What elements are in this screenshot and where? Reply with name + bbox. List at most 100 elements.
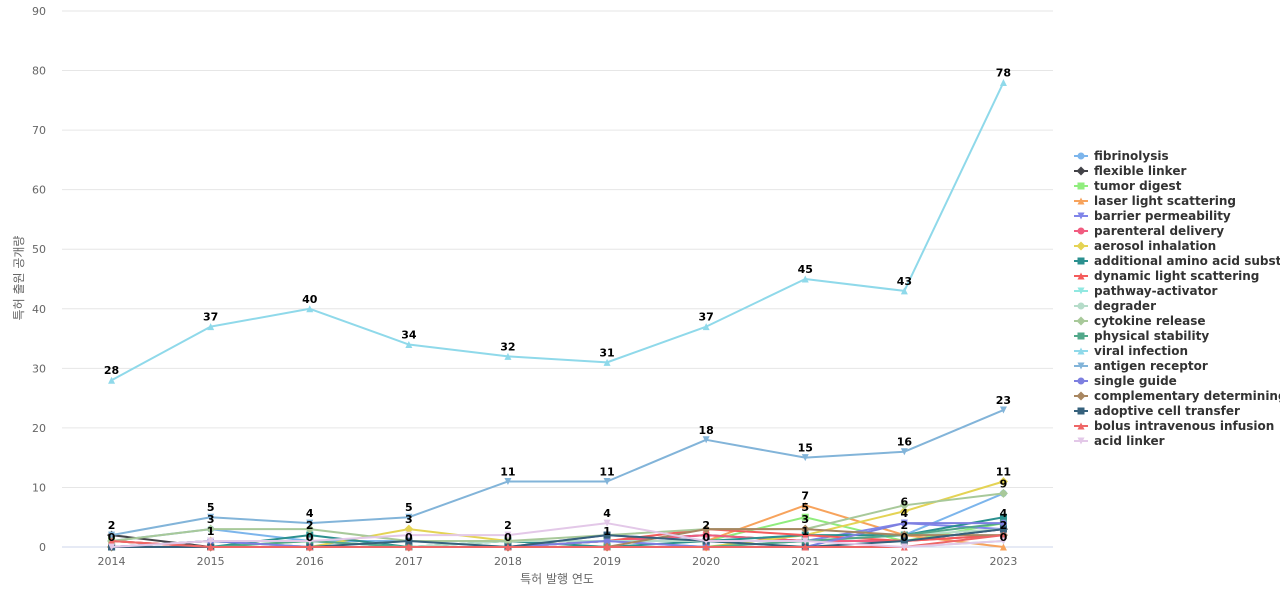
data-point[interactable] (900, 519, 908, 527)
data-point[interactable] (305, 524, 315, 534)
legend-marker (1077, 287, 1085, 295)
data-point[interactable] (702, 537, 710, 545)
data-point[interactable] (900, 287, 908, 295)
data-point[interactable] (899, 506, 909, 516)
data-point[interactable] (206, 524, 216, 534)
data-point[interactable] (998, 476, 1008, 486)
x-tick-label: 2018 (494, 555, 522, 568)
data-point[interactable] (702, 436, 710, 444)
data-point[interactable] (603, 519, 611, 527)
legend-item[interactable]: parenteral delivery (1074, 224, 1224, 238)
data-point[interactable] (108, 537, 116, 545)
data-point[interactable] (405, 537, 413, 545)
data-point[interactable] (603, 543, 611, 551)
data-point[interactable] (999, 406, 1007, 414)
data-point[interactable] (207, 543, 215, 551)
legend-item[interactable]: adoptive cell transfer (1074, 404, 1240, 418)
data-point[interactable] (503, 536, 513, 546)
legend-item[interactable]: viral infection (1074, 344, 1188, 358)
legend-item[interactable]: cytokine release (1074, 314, 1206, 328)
legend-item[interactable]: additional amino acid subst... (1074, 254, 1280, 268)
data-point[interactable] (999, 531, 1007, 539)
series-line[interactable] (111, 409, 1004, 537)
data-point[interactable] (801, 454, 809, 462)
data-point[interactable] (999, 519, 1007, 527)
series-line[interactable] (111, 82, 1005, 382)
data-point[interactable] (702, 531, 710, 539)
legend-item[interactable]: dynamic light scattering (1074, 269, 1259, 283)
data-point[interactable] (998, 488, 1008, 498)
data-point[interactable] (999, 513, 1007, 521)
data-point[interactable] (702, 323, 710, 331)
legend-item[interactable]: fibrinolysis (1074, 149, 1169, 163)
data-point[interactable] (108, 376, 116, 384)
data-point[interactable] (405, 543, 413, 551)
legend-item[interactable]: tumor digest (1074, 179, 1182, 193)
series-line[interactable] (111, 522, 1004, 548)
data-point[interactable] (900, 448, 908, 456)
data-point[interactable] (900, 543, 908, 551)
data-point[interactable] (306, 519, 314, 527)
data-point[interactable] (603, 537, 611, 545)
data-point[interactable] (306, 543, 314, 551)
data-point[interactable] (603, 358, 611, 366)
data-point[interactable] (999, 537, 1007, 545)
data-point[interactable] (306, 537, 314, 545)
data-label: 1 (207, 525, 215, 538)
series-line[interactable] (111, 492, 1004, 543)
legend-item[interactable]: pathway-activator (1074, 284, 1218, 298)
data-point[interactable] (405, 513, 413, 521)
data-label: 9 (1000, 477, 1008, 490)
data-point[interactable] (702, 543, 710, 551)
data-point[interactable] (899, 500, 909, 510)
data-point[interactable] (899, 530, 909, 540)
data-point[interactable] (999, 78, 1007, 86)
legend-item[interactable]: barrier permeability (1074, 209, 1231, 223)
data-point[interactable] (108, 531, 116, 539)
data-point[interactable] (207, 537, 215, 545)
data-point[interactable] (504, 477, 512, 485)
legend-marker (1077, 152, 1085, 160)
data-point[interactable] (108, 543, 116, 551)
data-label: 11 (500, 465, 515, 478)
legend-item[interactable]: laser light scattering (1074, 194, 1236, 208)
series-line[interactable] (111, 534, 1004, 548)
legend-item[interactable]: single guide (1074, 374, 1177, 388)
legend-item[interactable]: acid linker (1074, 434, 1165, 448)
data-point[interactable] (207, 513, 215, 521)
legend-label: cytokine release (1094, 314, 1206, 328)
data-point[interactable] (801, 275, 809, 283)
data-point[interactable] (999, 543, 1007, 551)
data-point[interactable] (801, 531, 809, 539)
legend-item[interactable]: bolus intravenous infusion (1074, 419, 1274, 433)
data-point[interactable] (405, 341, 413, 349)
data-point[interactable] (207, 323, 215, 331)
data-point[interactable] (701, 524, 711, 534)
series-line[interactable] (111, 522, 1004, 548)
data-point[interactable] (801, 537, 809, 545)
data-point[interactable] (900, 537, 908, 545)
data-point[interactable] (801, 543, 809, 551)
data-point[interactable] (306, 305, 314, 313)
legend-item[interactable]: degrader (1074, 299, 1156, 313)
data-point[interactable] (999, 525, 1007, 533)
data-point[interactable] (603, 477, 611, 485)
data-label: 18 (698, 424, 713, 437)
data-point[interactable] (603, 531, 611, 539)
data-point[interactable] (404, 524, 414, 534)
legend-item[interactable]: flexible linker (1074, 164, 1186, 178)
data-point[interactable] (800, 524, 810, 534)
data-point[interactable] (504, 531, 512, 539)
data-point[interactable] (801, 501, 809, 509)
data-point[interactable] (405, 531, 413, 539)
data-label: 5 (207, 501, 215, 514)
legend-item[interactable]: complementary determining (1074, 389, 1280, 403)
data-point[interactable] (504, 543, 512, 551)
legend-item[interactable]: antigen receptor (1074, 359, 1208, 373)
data-label: 0 (901, 531, 909, 544)
data-point[interactable] (801, 513, 809, 521)
legend-item[interactable]: aerosol inhalation (1074, 239, 1216, 253)
legend-item[interactable]: physical stability (1074, 329, 1209, 343)
data-point[interactable] (504, 352, 512, 360)
data-point[interactable] (306, 531, 314, 539)
